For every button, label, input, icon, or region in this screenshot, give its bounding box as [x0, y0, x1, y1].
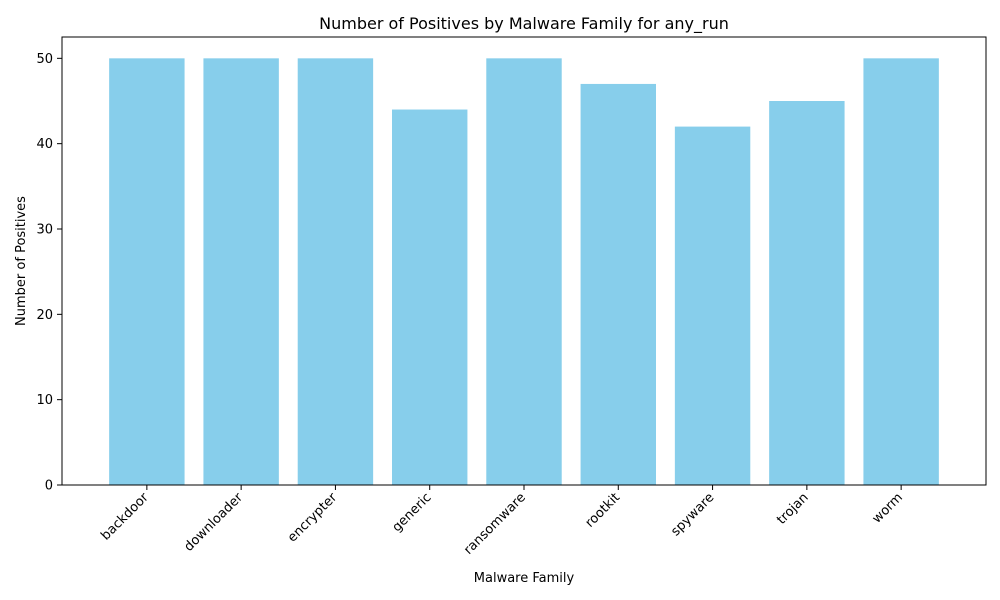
y-axis-ticks: 0 10 20 30 40 50	[36, 52, 62, 494]
x-tick-label: spyware	[668, 490, 717, 539]
y-tick-label: 0	[45, 479, 53, 494]
x-axis-ticks: backdoor downloader encrypter generic ransom…	[98, 485, 906, 558]
x-tick-label: ransomware	[461, 490, 529, 558]
chart-title: Number of Positives by Malware Family fo…	[319, 14, 729, 34]
bar-encrypter	[297, 58, 374, 485]
bar-worm	[863, 58, 939, 485]
x-tick-label: backdoor	[98, 490, 152, 544]
y-tick-label: 50	[36, 52, 53, 67]
bar-rootkit	[580, 83, 656, 485]
bar-generic	[392, 109, 468, 486]
x-tick-label: downloader	[181, 490, 246, 555]
bar-spyware	[674, 126, 751, 485]
bar-ransomware	[486, 58, 562, 485]
x-tick-label: worm	[870, 490, 906, 526]
x-tick-label: encrypter	[285, 490, 341, 546]
bars-group	[109, 58, 939, 486]
bar-downloader	[203, 58, 279, 485]
y-tick-label: 10	[36, 393, 53, 408]
y-tick-label: 20	[36, 308, 53, 323]
y-tick-label: 40	[36, 137, 53, 152]
x-tick-label: generic	[390, 490, 435, 535]
x-tick-label: rootkit	[583, 490, 624, 531]
y-axis-label: Number of Positives	[14, 196, 29, 326]
bar-trojan	[769, 101, 845, 485]
x-tick-label: trojan	[774, 490, 811, 527]
plot-area-frame	[61, 36, 987, 486]
y-tick-label: 30	[36, 223, 53, 238]
x-axis-label: Malware Family	[474, 571, 575, 586]
bar-backdoor	[109, 58, 185, 485]
